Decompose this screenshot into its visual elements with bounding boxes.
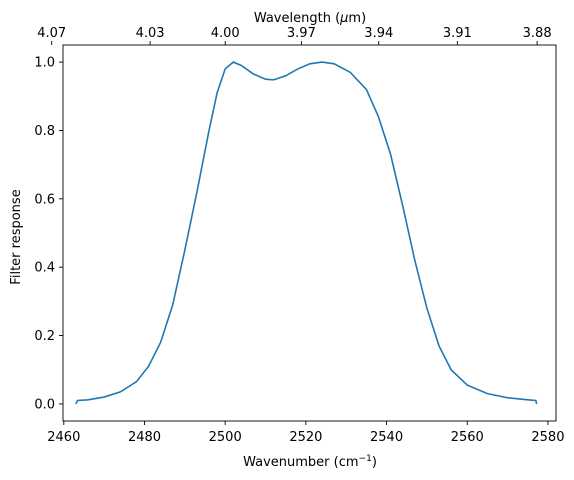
x-tick-label: 2520 bbox=[289, 430, 322, 445]
top-tick-label: 4.07 bbox=[37, 26, 66, 41]
plot-frame bbox=[62, 44, 557, 422]
x-tick-label: 2580 bbox=[531, 430, 564, 445]
y-tick-label: 0.2 bbox=[34, 329, 55, 344]
x-axis-label: Wavenumber (cm−1) bbox=[243, 454, 377, 470]
y-tick-label: 1.0 bbox=[34, 56, 55, 71]
y-tick-label: 0.4 bbox=[34, 261, 55, 276]
x-tick-label: 2500 bbox=[209, 430, 242, 445]
x-tick-label: 2460 bbox=[47, 430, 80, 445]
series-line bbox=[75, 61, 538, 405]
top-tick-label: 3.94 bbox=[364, 26, 393, 41]
x-tick-label: 2540 bbox=[370, 430, 403, 445]
top-tick-label: 4.03 bbox=[136, 26, 165, 41]
x-tick-label: 2480 bbox=[128, 430, 161, 445]
y-tick-label: 0.0 bbox=[34, 397, 55, 412]
top-tick-label: 3.88 bbox=[523, 26, 552, 41]
y-axis-label: Filter response bbox=[9, 189, 24, 284]
x-tick-label: 2560 bbox=[451, 430, 484, 445]
top-tick-label: 4.00 bbox=[211, 26, 240, 41]
top-tick-label: 3.97 bbox=[287, 26, 316, 41]
top-tick-label: 3.91 bbox=[443, 26, 472, 41]
y-tick-label: 0.6 bbox=[34, 192, 55, 207]
y-tick-label: 0.8 bbox=[34, 124, 55, 139]
top-axis-label: Wavelength (μm) bbox=[254, 11, 366, 26]
